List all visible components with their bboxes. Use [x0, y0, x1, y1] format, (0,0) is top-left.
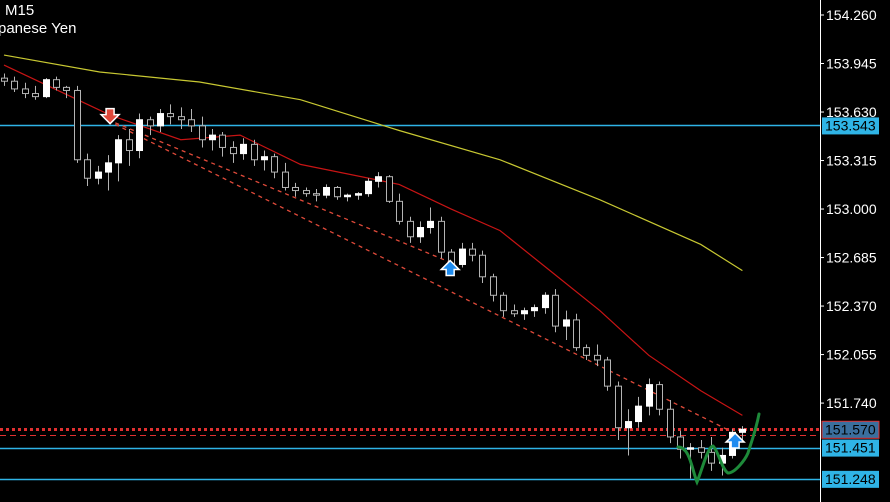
axis-tick-label: 153.315	[826, 153, 877, 169]
candle-bearish	[251, 143, 258, 161]
candle-bearish	[698, 447, 705, 453]
candle-bearish	[126, 139, 133, 152]
candle-bearish	[583, 347, 590, 356]
chart-timeframe: M15	[5, 2, 35, 19]
candle-bearish	[303, 190, 310, 195]
candle-bullish	[261, 156, 268, 161]
candle-bullish	[115, 139, 122, 164]
candle-bearish	[282, 171, 289, 188]
axis-tick-label: 152.370	[826, 298, 877, 314]
candle-bullish	[209, 134, 216, 141]
candle-bearish	[219, 134, 226, 148]
candle-bearish	[32, 93, 39, 98]
candle-bullish	[157, 113, 164, 127]
candle-bullish	[427, 220, 434, 229]
candle-bullish	[365, 180, 372, 195]
axis-tick-label: 153.945	[826, 56, 877, 72]
candle-bullish	[344, 194, 351, 198]
candle-bearish	[1, 77, 8, 82]
candle-bullish	[136, 119, 143, 152]
candle-bearish	[573, 319, 580, 349]
axis-tick-label: 151.740	[826, 395, 877, 411]
candle-bullish	[323, 186, 330, 196]
candle-bearish	[677, 436, 684, 450]
candle-bearish	[656, 384, 663, 410]
chart-symbol-description: panese Yen	[0, 20, 77, 37]
candle-bearish	[292, 186, 299, 192]
candle-bearish	[84, 159, 91, 179]
candle-bearish	[438, 220, 445, 253]
candle-bullish	[95, 171, 102, 179]
sell-arrow-icon	[99, 107, 121, 125]
candle-bearish	[407, 220, 414, 238]
candle-bearish	[552, 294, 559, 327]
candle-bearish	[604, 359, 611, 387]
candle-bearish	[313, 193, 320, 196]
candle-bearish	[396, 200, 403, 222]
candle-bearish	[167, 113, 174, 118]
candle-bearish	[22, 88, 29, 95]
candle-bullish	[635, 405, 642, 423]
hand-drawn-annotation	[676, 412, 761, 486]
candle-bullish	[521, 310, 528, 315]
trend-line	[114, 123, 728, 430]
candle-bearish	[511, 310, 518, 315]
axis-tick-label: 153.630	[826, 104, 877, 120]
candle-bullish	[531, 307, 538, 312]
moving-average-fast	[3, 64, 743, 416]
candle-bearish	[178, 116, 185, 121]
price-level-box	[822, 470, 879, 488]
price-level-box	[822, 439, 879, 457]
candle-bearish	[53, 79, 60, 88]
candle-bearish	[199, 125, 206, 141]
axis-tick-label: 152.685	[826, 250, 877, 266]
price-level-label: 153.543	[825, 117, 876, 133]
buy-arrow-icon	[439, 259, 461, 277]
axis-tick-label: 152.055	[826, 347, 877, 363]
price-level-box	[822, 117, 879, 135]
candle-bearish	[147, 119, 154, 127]
candle-bearish	[479, 254, 486, 278]
candle-bullish	[542, 294, 549, 309]
trend-line	[115, 122, 456, 266]
buy-arrow-icon	[724, 431, 746, 449]
candle-bullish	[240, 143, 247, 155]
candle-bullish	[646, 384, 653, 407]
candle-bullish	[739, 428, 746, 433]
candle-bullish	[43, 79, 50, 98]
price-level-label: 151.451	[825, 440, 876, 456]
candle-bearish	[74, 89, 81, 161]
candle-bearish	[615, 385, 622, 429]
candle-bullish	[687, 447, 694, 450]
candle-bearish	[230, 146, 237, 155]
candle-bullish	[375, 176, 382, 182]
candle-bullish	[625, 421, 632, 429]
candle-bearish	[469, 248, 476, 256]
candle-bullish	[105, 162, 112, 173]
candle-bullish	[417, 227, 424, 238]
price-level-label: 151.570	[825, 421, 876, 437]
moving-average-slow	[3, 54, 743, 272]
candle-bearish	[500, 294, 507, 312]
axis-tick-label: 153.000	[826, 201, 877, 217]
candle-bearish	[594, 354, 601, 361]
candle-bullish	[459, 248, 466, 265]
candle-bearish	[188, 119, 195, 127]
candle-bearish	[386, 176, 393, 202]
candle-bearish	[708, 451, 715, 464]
price-level-label: 151.248	[825, 471, 876, 487]
candle-bearish	[11, 80, 18, 90]
price-level-box	[821, 420, 880, 439]
candle-bearish	[667, 408, 674, 438]
candle-bullish	[563, 319, 570, 327]
candle-bearish	[271, 156, 278, 173]
candle-bearish	[490, 276, 497, 296]
candle-bearish	[63, 86, 70, 91]
candle-bullish	[355, 193, 362, 196]
candle-bearish	[334, 186, 341, 198]
axis-tick-label: 154.260	[826, 7, 877, 23]
